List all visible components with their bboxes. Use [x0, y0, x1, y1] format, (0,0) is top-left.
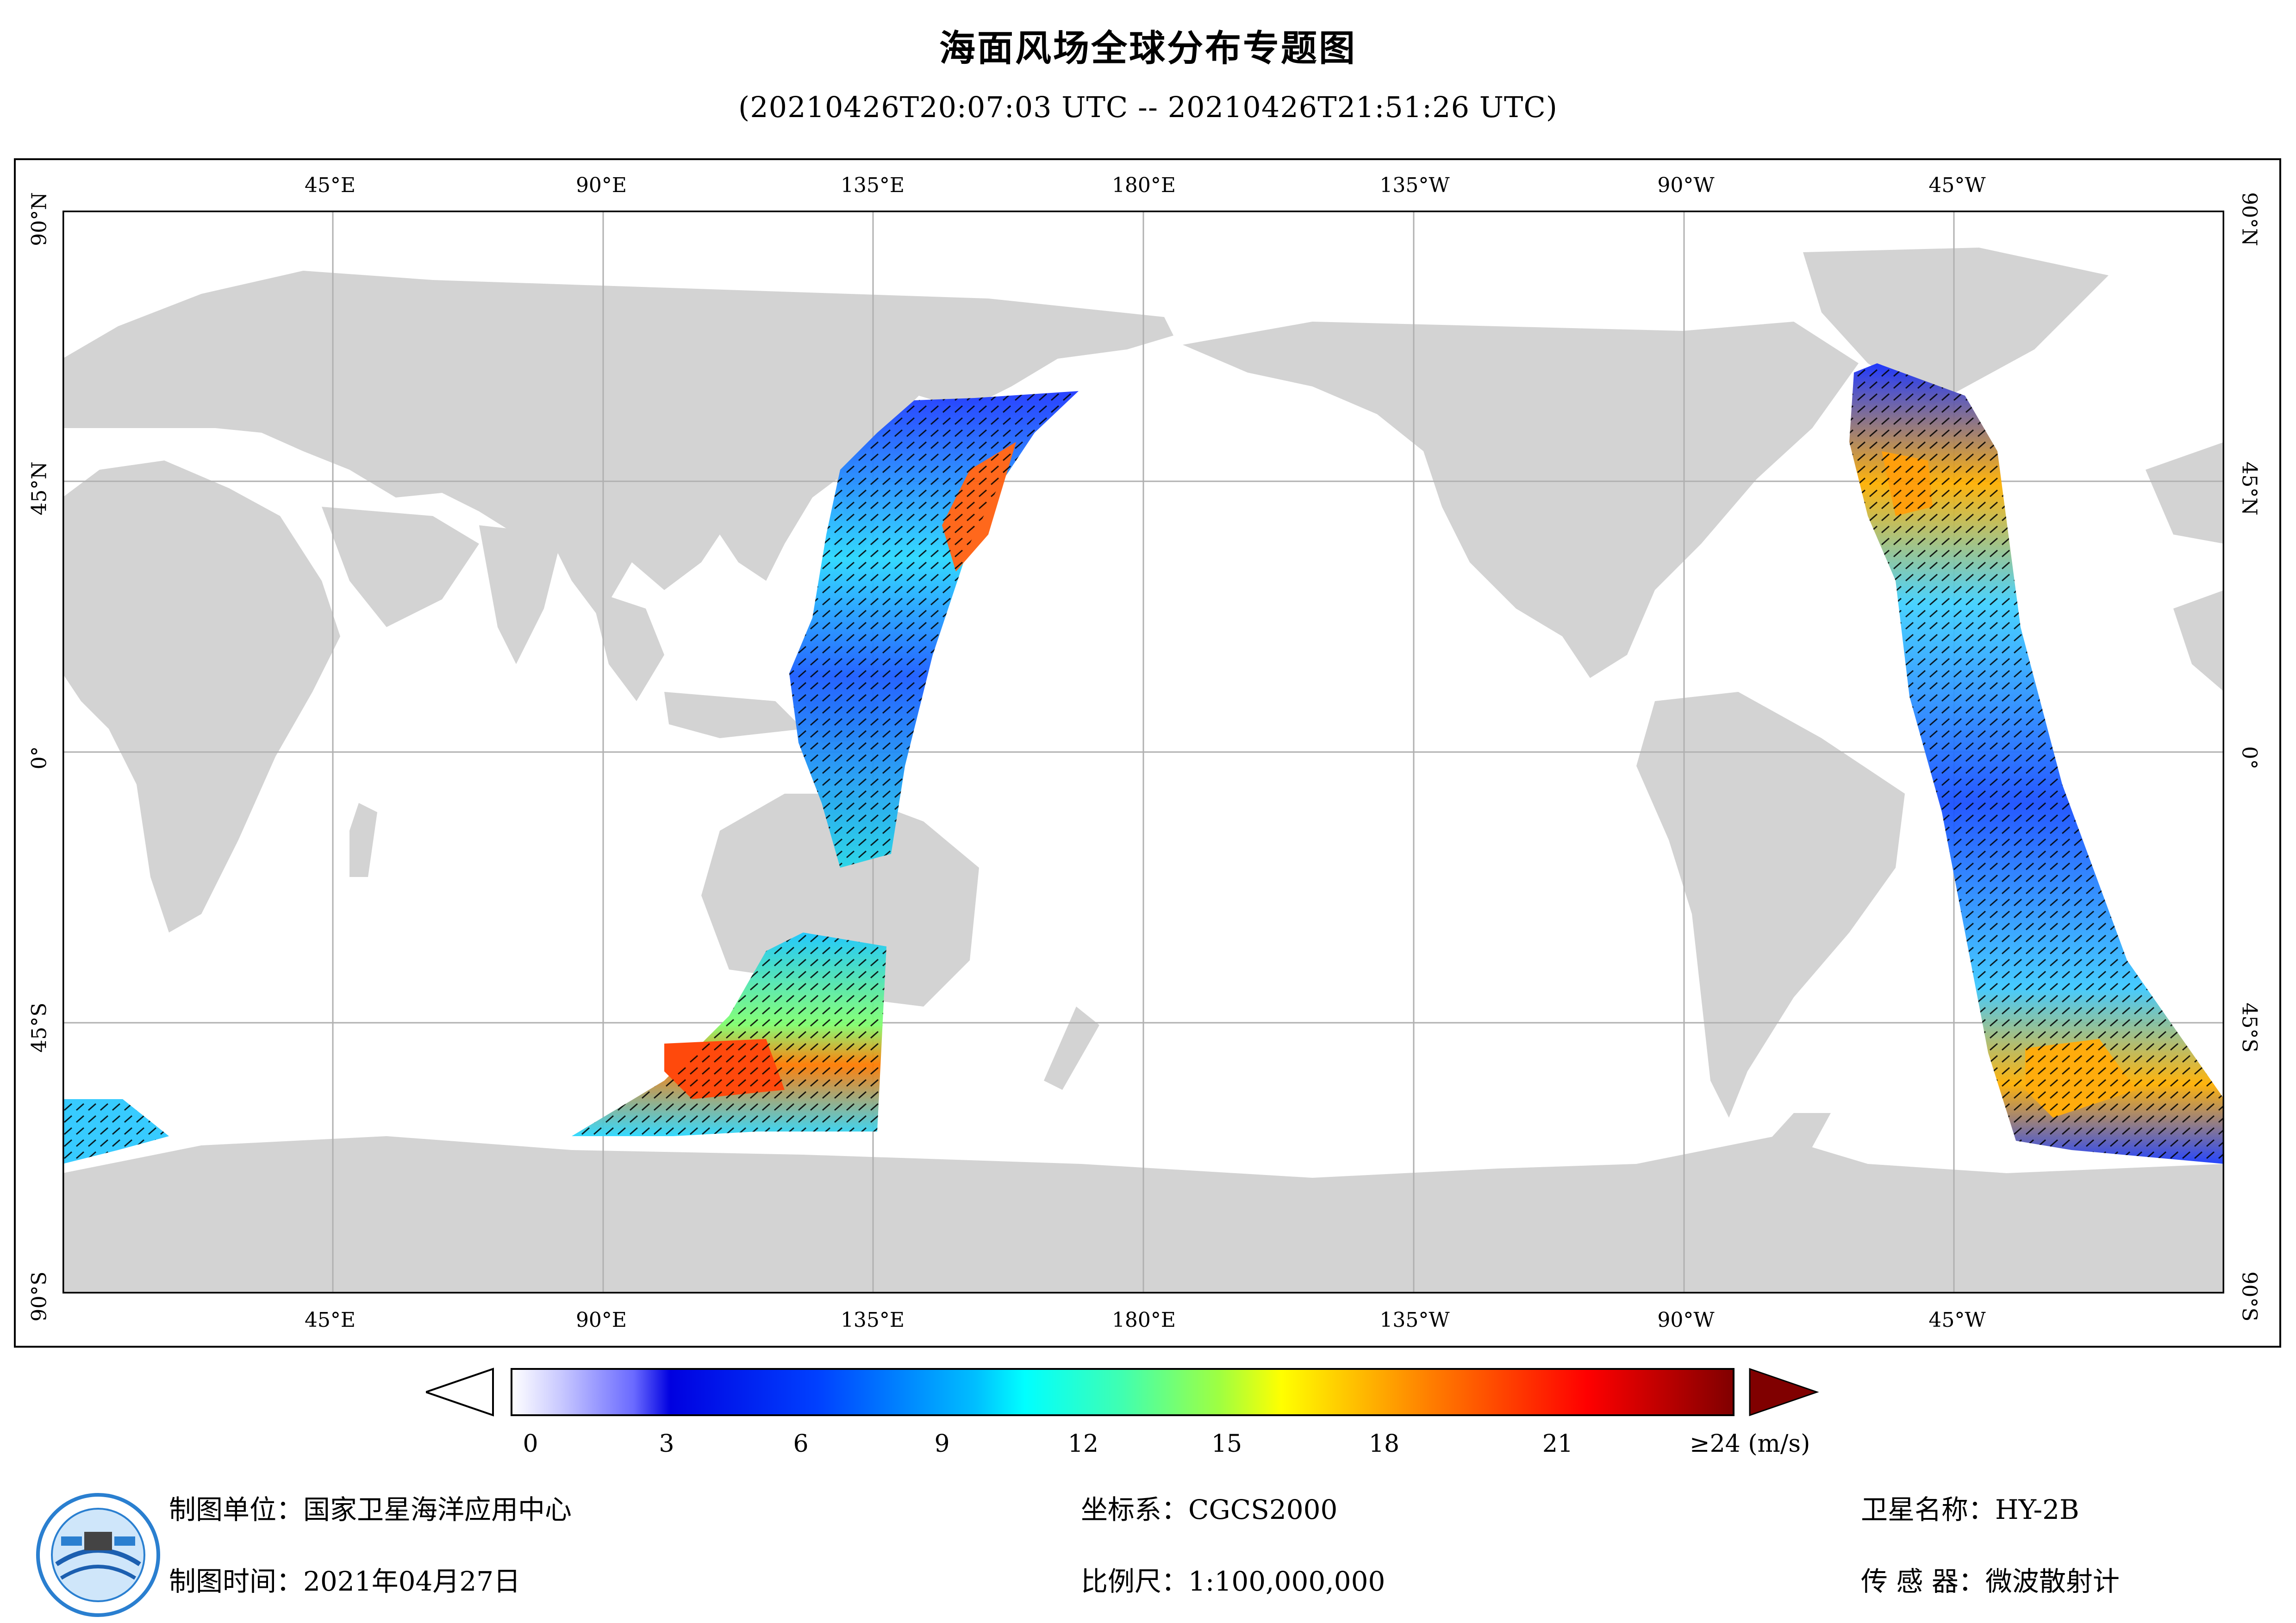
map-title: 海面风场全球分布专题图 [939, 28, 1357, 69]
colorbar-tick-9: 9 [934, 1430, 950, 1458]
graticule [62, 211, 2224, 1293]
colorbar [426, 1368, 1819, 1417]
map-border [62, 211, 2224, 1293]
lon-label-45w-bottom: 45°W [1928, 1308, 1986, 1332]
colorbar-tick-6: 6 [793, 1430, 809, 1458]
production-date-label: 制图时间：2021年04月27日 [169, 1566, 521, 1597]
lat-label-45n-left: 45°N [27, 461, 51, 516]
lon-label-90e-top: 90°E [575, 174, 627, 197]
lat-label-90s-left: 90°S [27, 1271, 51, 1322]
colorbar-max-arrow [1749, 1368, 1819, 1417]
satellite-label: 卫星名称：HY-2B [1861, 1494, 2079, 1525]
colorbar-tick-0: 0 [523, 1430, 538, 1458]
lon-label-45e-top: 45°E [304, 174, 356, 197]
colorbar-tick-21: 21 [1542, 1430, 1573, 1458]
colorbar-tick-12: 12 [1067, 1430, 1099, 1458]
lon-label-90e-bottom: 90°E [575, 1308, 627, 1332]
lon-label-135w-top: 135°W [1379, 174, 1450, 197]
sensor-label: 传 感 器：微波散射计 [1861, 1566, 2120, 1597]
lat-label-45s-right: 45°S [2237, 1002, 2261, 1053]
producer-label: 制图单位：国家卫星海洋应用中心 [169, 1494, 572, 1525]
colorbar-tick-18: 18 [1368, 1430, 1400, 1458]
lat-label-45n-right: 45°N [2237, 461, 2261, 516]
map-frame [14, 158, 2281, 1348]
world-map [62, 211, 2224, 1293]
nsoas-logo-icon [36, 1493, 160, 1617]
lat-label-90n-left: 90°N [27, 192, 51, 246]
scale-label: 比例尺：1:100,000,000 [1081, 1566, 1385, 1597]
wind-arrows [62, 363, 2224, 1164]
lat-label-45s-left: 45°S [27, 1002, 51, 1053]
colorbar-tick-24: ≥24 (m/s) [1690, 1430, 1810, 1458]
lon-label-90w-top: 90°W [1657, 174, 1715, 197]
colorbar-min-arrow [426, 1368, 494, 1417]
lat-label-0-right: 0° [2237, 746, 2261, 770]
lat-label-90n-right: 90°N [2237, 192, 2261, 246]
lat-label-90s-right: 90°S [2237, 1271, 2261, 1322]
crs-label: 坐标系：CGCS2000 [1081, 1494, 1338, 1525]
lat-label-0-left: 0° [27, 746, 51, 770]
colorbar-tick-3: 3 [659, 1430, 674, 1458]
lon-label-180-top: 180°E [1111, 174, 1176, 197]
lon-label-135w-bottom: 135°W [1379, 1308, 1450, 1332]
lon-label-135e-top: 135°E [840, 174, 905, 197]
lon-label-135e-bottom: 135°E [840, 1308, 905, 1332]
time-range-subtitle: (20210426T20:07:03 UTC -- 20210426T21:51… [738, 90, 1558, 124]
lon-label-45e-bottom: 45°E [304, 1308, 356, 1332]
colorbar-ramp [511, 1368, 1734, 1416]
lon-label-90w-bottom: 90°W [1657, 1308, 1715, 1332]
colorbar-tick-15: 15 [1211, 1430, 1242, 1458]
lon-label-180-bottom: 180°E [1111, 1308, 1176, 1332]
lon-label-45w-top: 45°W [1928, 174, 1986, 197]
